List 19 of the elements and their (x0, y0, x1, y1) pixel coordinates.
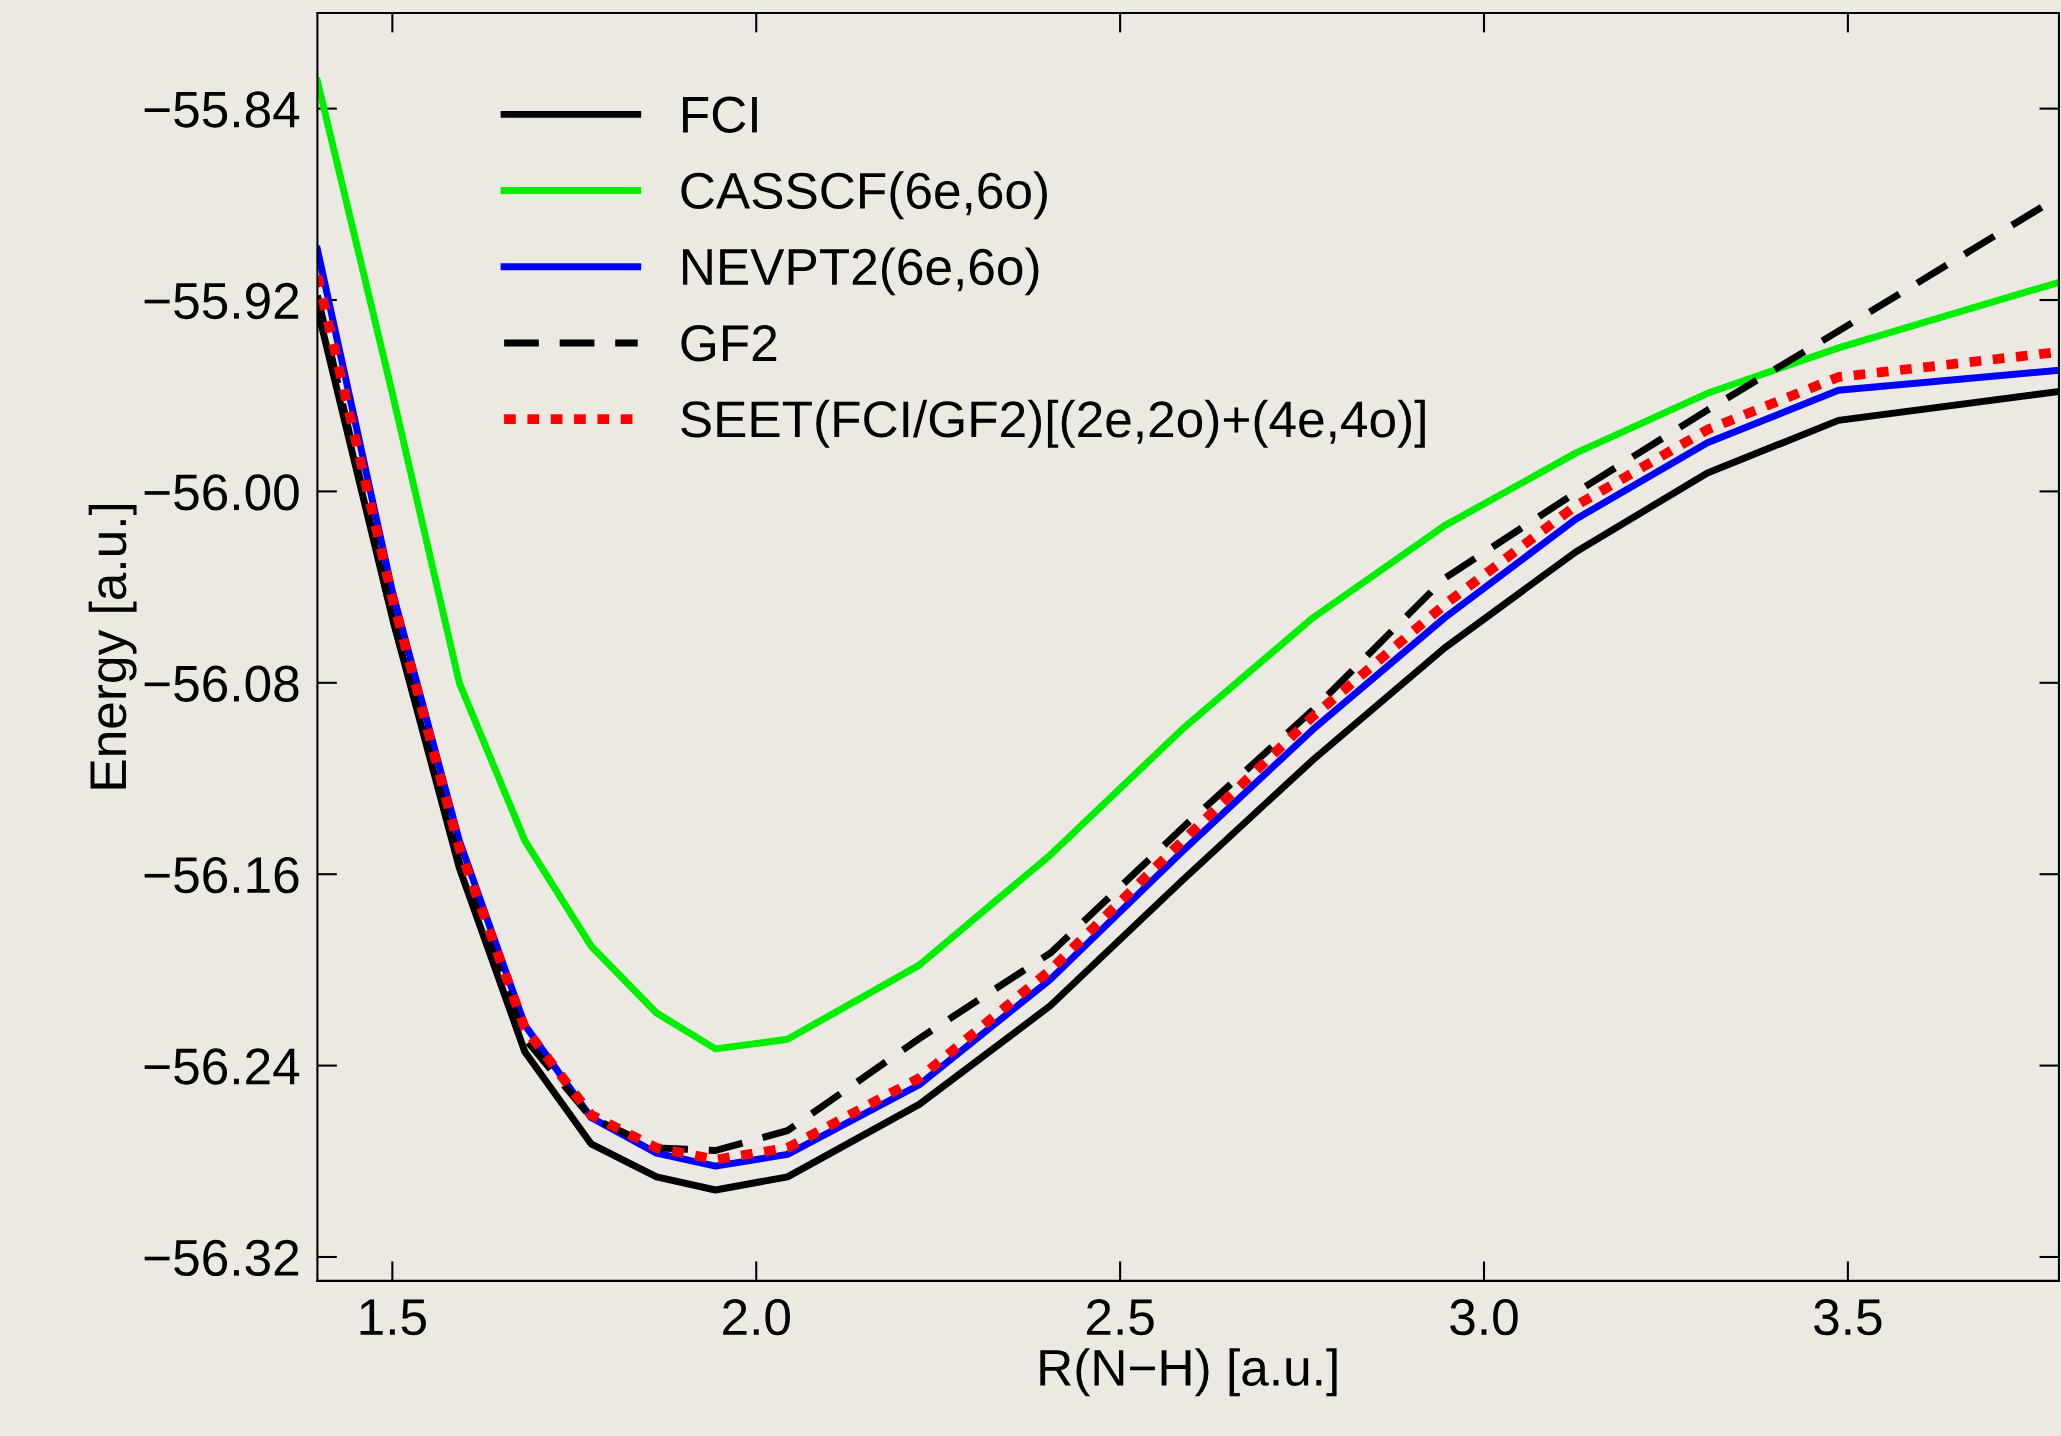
y-tick-label: −55.84 (144, 91, 300, 128)
y-tick-label: −56.08 (144, 665, 299, 702)
x-axis-title: R(N−H) [a.u.] (1040, 1348, 1337, 1397)
x-tick-label: 2.5 (1086, 1298, 1154, 1336)
x-tick-label: 2.0 (723, 1298, 790, 1336)
legend-label: CASSCF(6e,6o) (681, 171, 1047, 220)
legend-label: SEET(FCI/GF2)[(2e,2o)+(4e,4o)] (681, 399, 1425, 448)
legend-label: NEVPT2(6e,6o) (683, 247, 1039, 296)
y-tick-label: −56.32 (144, 1239, 299, 1277)
legend-label: GF2 (681, 325, 777, 362)
x-tick-label: 3.0 (1450, 1298, 1518, 1336)
y-tick-label: −56.16 (144, 856, 299, 894)
y-axis-title: Energy [a.u.] (88, 504, 137, 789)
y-tick-label: −55.92 (144, 282, 299, 320)
y-tick-label: −56.24 (144, 1048, 300, 1085)
x-tick-label: 3.5 (1814, 1298, 1882, 1336)
legend-label: FCI (683, 96, 757, 133)
x-tick-label: 1.5 (360, 1299, 426, 1336)
y-tick-label: −56.00 (144, 474, 299, 511)
